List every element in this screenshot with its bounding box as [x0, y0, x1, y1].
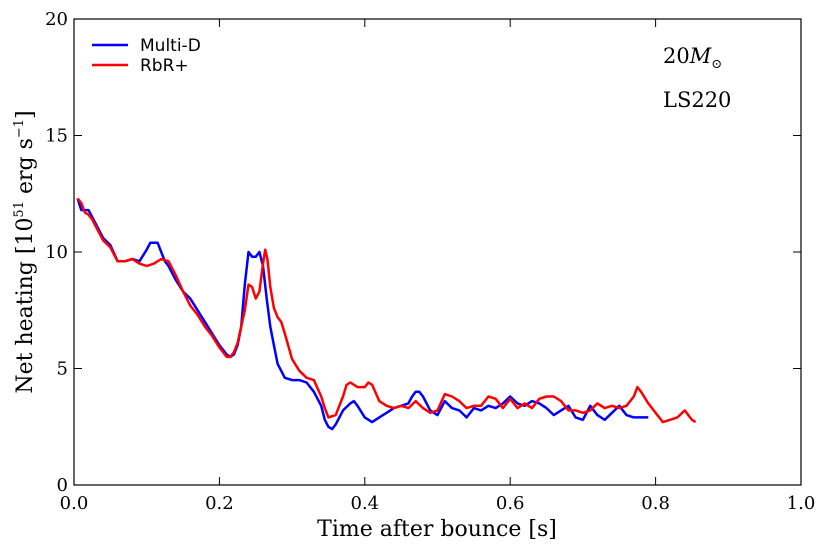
- series-line-multi-d: [76, 198, 649, 431]
- x-tick-label: 1.0: [787, 493, 816, 514]
- legend-label-multi-d: Multi-D: [140, 36, 201, 56]
- x-tick-label: 0.8: [641, 493, 670, 514]
- x-tick-label: 0.4: [350, 493, 379, 514]
- y-tick-label: 5: [57, 359, 68, 380]
- x-tick-label: 0.6: [496, 493, 525, 514]
- plot-frame: [73, 18, 802, 486]
- y-tick-label: 20: [45, 9, 68, 30]
- series-layer: [76, 197, 697, 431]
- legend: Multi-D RbR+: [92, 36, 201, 76]
- legend-label-rbr: RbR+: [140, 56, 189, 76]
- x-tick-label: 0.0: [60, 493, 89, 514]
- x-axis-label: Time after bounce [s]: [317, 517, 557, 542]
- plot-background: [74, 19, 801, 485]
- y-tick-label: 15: [45, 126, 68, 147]
- mass-annotation: 20M⊙: [663, 44, 722, 72]
- eos-annotation: LS220: [663, 88, 731, 112]
- y-axis-label: Net heating [1051 erg s−1]: [12, 110, 38, 393]
- y-tick-label: 0: [57, 475, 68, 496]
- y-tick-label: 10: [45, 242, 68, 263]
- x-tick-label: 0.2: [205, 493, 234, 514]
- series-line-rbr: [76, 197, 697, 424]
- ticks-layer: 0.0 0.2 0.4 0.6 0.8 1.0 0 5 10 15 20: [45, 9, 815, 514]
